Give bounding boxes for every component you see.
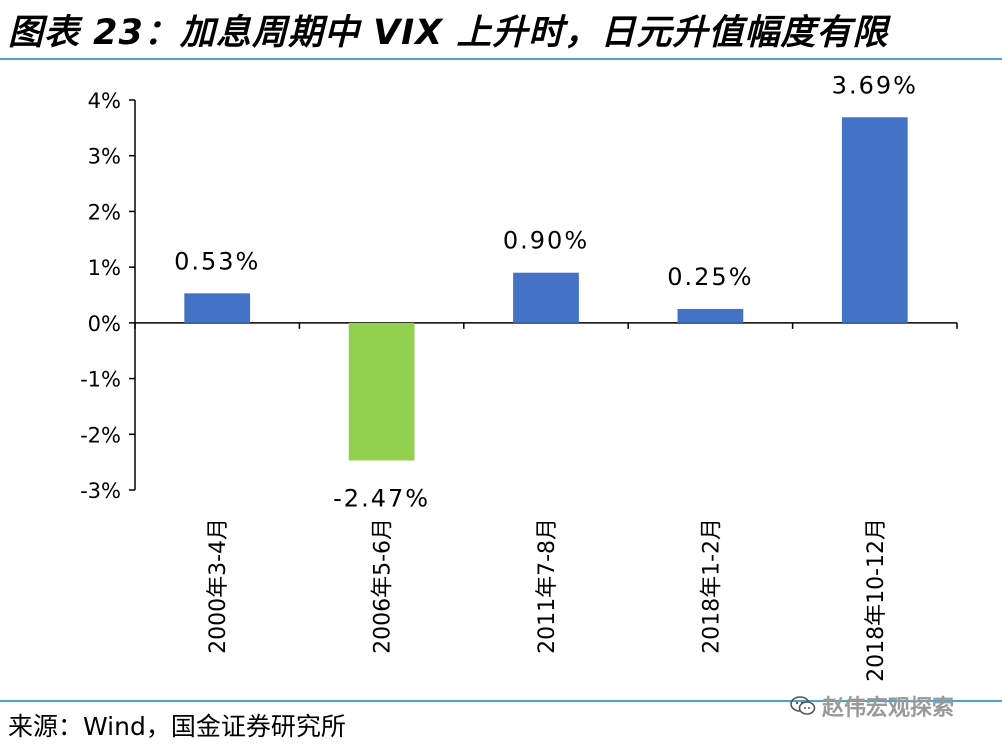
y-tick-label: 0% <box>88 312 121 336</box>
y-tick-label: -3% <box>80 479 121 503</box>
data-label: 0.53% <box>174 247 260 275</box>
footer-divider <box>0 700 1002 702</box>
category-label: 2018年1-2月 <box>699 518 724 654</box>
y-tick-label: -2% <box>80 423 121 447</box>
data-label: 3.69% <box>832 71 918 99</box>
category-label: 2006年5-6月 <box>371 518 396 654</box>
data-label: 0.90% <box>503 227 589 255</box>
wechat-icon <box>790 696 816 715</box>
bar <box>513 272 579 323</box>
category-label: 2000年3-4月 <box>206 518 231 654</box>
bar <box>841 117 908 323</box>
bar <box>348 322 415 461</box>
y-tick-label: -1% <box>80 368 121 392</box>
data-label: 0.25% <box>667 263 753 291</box>
y-axis: 4% 3% 2% 1% 0% -1% -2% -3% <box>80 89 136 503</box>
y-tick-label: 3% <box>88 145 121 169</box>
y-tick-label: 1% <box>88 256 121 280</box>
bar <box>184 293 251 323</box>
data-label: -2.47% <box>333 484 430 512</box>
title-divider <box>0 58 1002 60</box>
watermark-text: 赵伟宏观探索 <box>822 696 955 721</box>
y-tick-label: 2% <box>88 200 121 224</box>
x-axis <box>134 322 958 329</box>
data-labels: 0.53% -2.47% 0.90% 0.25% 3.69% <box>174 71 918 512</box>
bar <box>677 308 744 323</box>
category-label: 2018年10-12月 <box>864 518 889 682</box>
watermark: 赵伟宏观探索 <box>790 688 954 724</box>
category-label: 2011年7-8月 <box>535 518 560 654</box>
category-labels: 2000年3-4月 2006年5-6月 2011年7-8月 2018年1-2月 2018… <box>206 518 889 682</box>
bars <box>184 117 908 461</box>
source-note: 来源：Wind，国金证券研究所 <box>8 712 346 741</box>
bar-chart: 4% 3% 2% 1% 0% -1% -2% -3% 0.53% -2.47% 0.90% 0.25… <box>80 71 958 682</box>
page-title: 图表 23：加息周期中 VIX 上升时，日元升值幅度有限 <box>8 13 889 53</box>
y-tick-label: 4% <box>88 89 121 113</box>
